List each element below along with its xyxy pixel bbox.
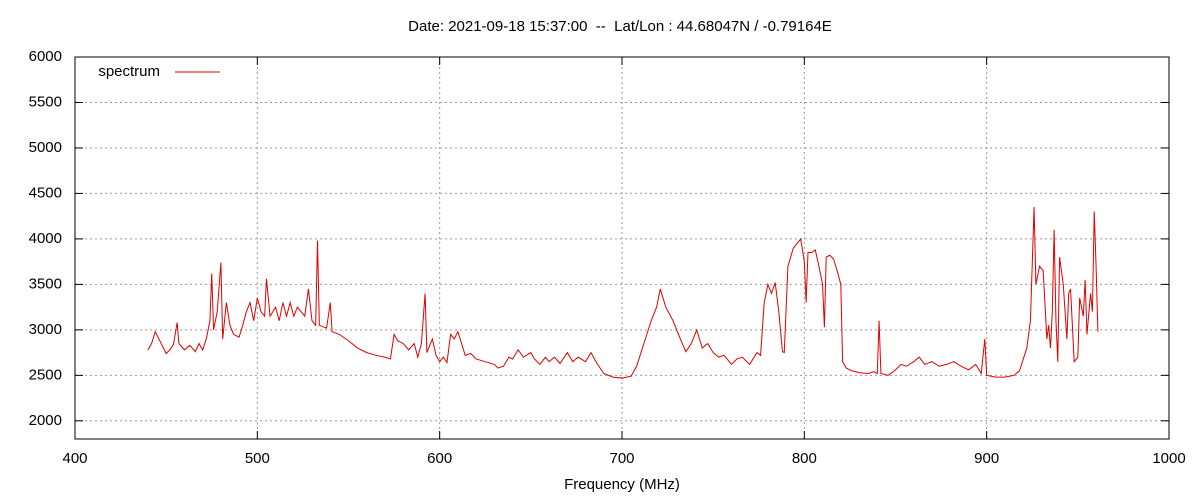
y-tick-label: 6000 [29, 48, 62, 65]
plot-frame [74, 56, 1170, 440]
y-tick-label: 3000 [29, 321, 62, 338]
y-tick-label: 4000 [29, 230, 62, 247]
legend-label: spectrum [98, 63, 160, 80]
x-tick-label: 1000 [1152, 450, 1185, 467]
y-tick-label: 3500 [29, 275, 62, 292]
spectrum-line [147, 207, 1099, 379]
y-tick-label: 5000 [29, 139, 62, 156]
x-tick-label: 600 [427, 450, 452, 467]
chart-title: Date: 2021-09-18 15:37:00 -- Lat/Lon : 4… [408, 18, 832, 35]
y-tick-label: 4500 [29, 184, 62, 201]
x-axis-label: Frequency (MHz) [564, 476, 680, 493]
y-tick-label: 2000 [29, 412, 62, 429]
y-tick-label: 2500 [29, 366, 62, 383]
x-tick-label: 500 [245, 450, 270, 467]
x-tick-label: 900 [974, 450, 999, 467]
x-tick-label: 800 [792, 450, 817, 467]
x-tick-label: 400 [62, 450, 87, 467]
x-tick-label: 700 [609, 450, 634, 467]
y-tick-label: 5500 [29, 93, 62, 110]
